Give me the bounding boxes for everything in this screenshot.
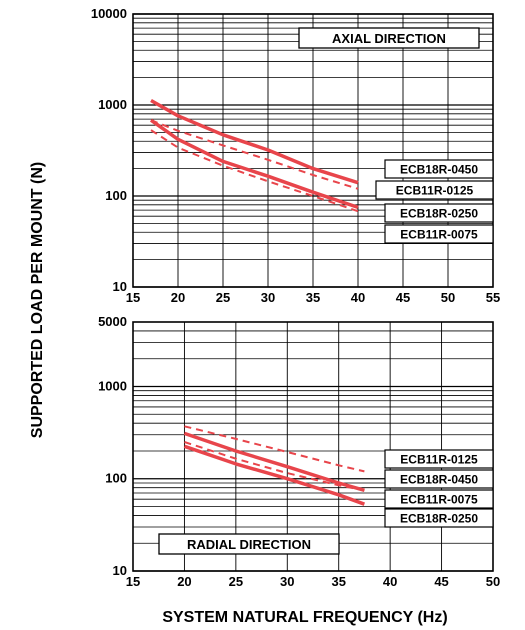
x-tick-label: 55 [486,290,500,305]
series-label: ECB18R-0450 [400,163,478,177]
x-tick-label: 15 [126,574,140,589]
direction-label-box [158,533,340,555]
series-line-ecb18r-0250 [183,444,366,506]
series-line-ecb11r-0075 [184,441,365,492]
y-axis-title: SUPPORTED LOAD PER MOUNT (N) [29,162,46,438]
x-tick-label: 40 [383,574,397,589]
series-line-ecb11r-0075 [150,129,359,213]
y-tick-label: 1000 [98,378,127,393]
series-line-ecb18r-0450 [183,431,365,492]
y-tick-label: 1000 [98,97,127,112]
plot-frame [132,321,494,572]
y-tick-label: 100 [105,188,127,203]
x-tick-label: 35 [306,290,320,305]
series-label-box [384,508,494,528]
y-tick-label: 10 [113,563,127,578]
series-line-ecb11r-0125 [150,119,359,190]
x-tick-label: 40 [351,290,365,305]
x-tick-label: 30 [261,290,275,305]
y-tick-label: 100 [105,471,127,486]
direction-label: RADIAL DIRECTION [187,537,311,552]
series-label-box [384,449,494,469]
series-label: ECB11R-0075 [400,228,478,242]
y-tick-label: 10 [113,279,127,294]
radial-direction-panel: 15 20 25 30 35 40 45 50 10 100 1000 5000 RADIAL DIRE… [98,314,500,589]
y-tick-label: 5000 [98,314,127,329]
direction-label: AXIAL DIRECTION [332,31,446,46]
series-line-ecb11r-0125 [184,425,365,473]
series-label-box [384,224,494,244]
series-line-ecb18r-0250 [149,118,359,210]
x-tick-label: 20 [177,574,191,589]
series-label: ECB11R-0125 [396,184,474,198]
series-label: ECB18R-0250 [400,512,478,526]
series-label: ECB11R-0075 [400,493,478,507]
series-label-box [384,159,494,179]
series-label: ECB11R-0125 [400,453,478,467]
direction-label-box [298,27,480,49]
plot-frame [132,13,494,288]
series-label-box [384,469,494,489]
series-label-box [384,489,494,509]
x-tick-label: 25 [229,574,243,589]
y-tick-label: 10000 [91,6,127,21]
x-tick-label: 50 [486,574,500,589]
series-line-ecb18r-0450 [150,98,359,185]
series-label-box [375,180,494,200]
x-tick-label: 25 [216,290,230,305]
x-axis-title: SYSTEM NATURAL FREQUENCY (Hz) [162,609,447,626]
x-tick-label: 20 [171,290,185,305]
x-tick-label: 45 [396,290,410,305]
x-tick-label: 50 [441,290,455,305]
x-tick-label: 45 [434,574,448,589]
series-label: ECB18R-0250 [400,207,478,221]
axial-direction-panel: 15 20 25 30 35 40 45 50 55 10 100 1000 10000 AXIAL DI… [91,6,500,305]
x-tick-label: 35 [331,574,345,589]
x-tick-label: 15 [126,290,140,305]
x-tick-label: 30 [280,574,294,589]
series-label-box [384,203,494,223]
series-label: ECB18R-0450 [400,473,478,487]
